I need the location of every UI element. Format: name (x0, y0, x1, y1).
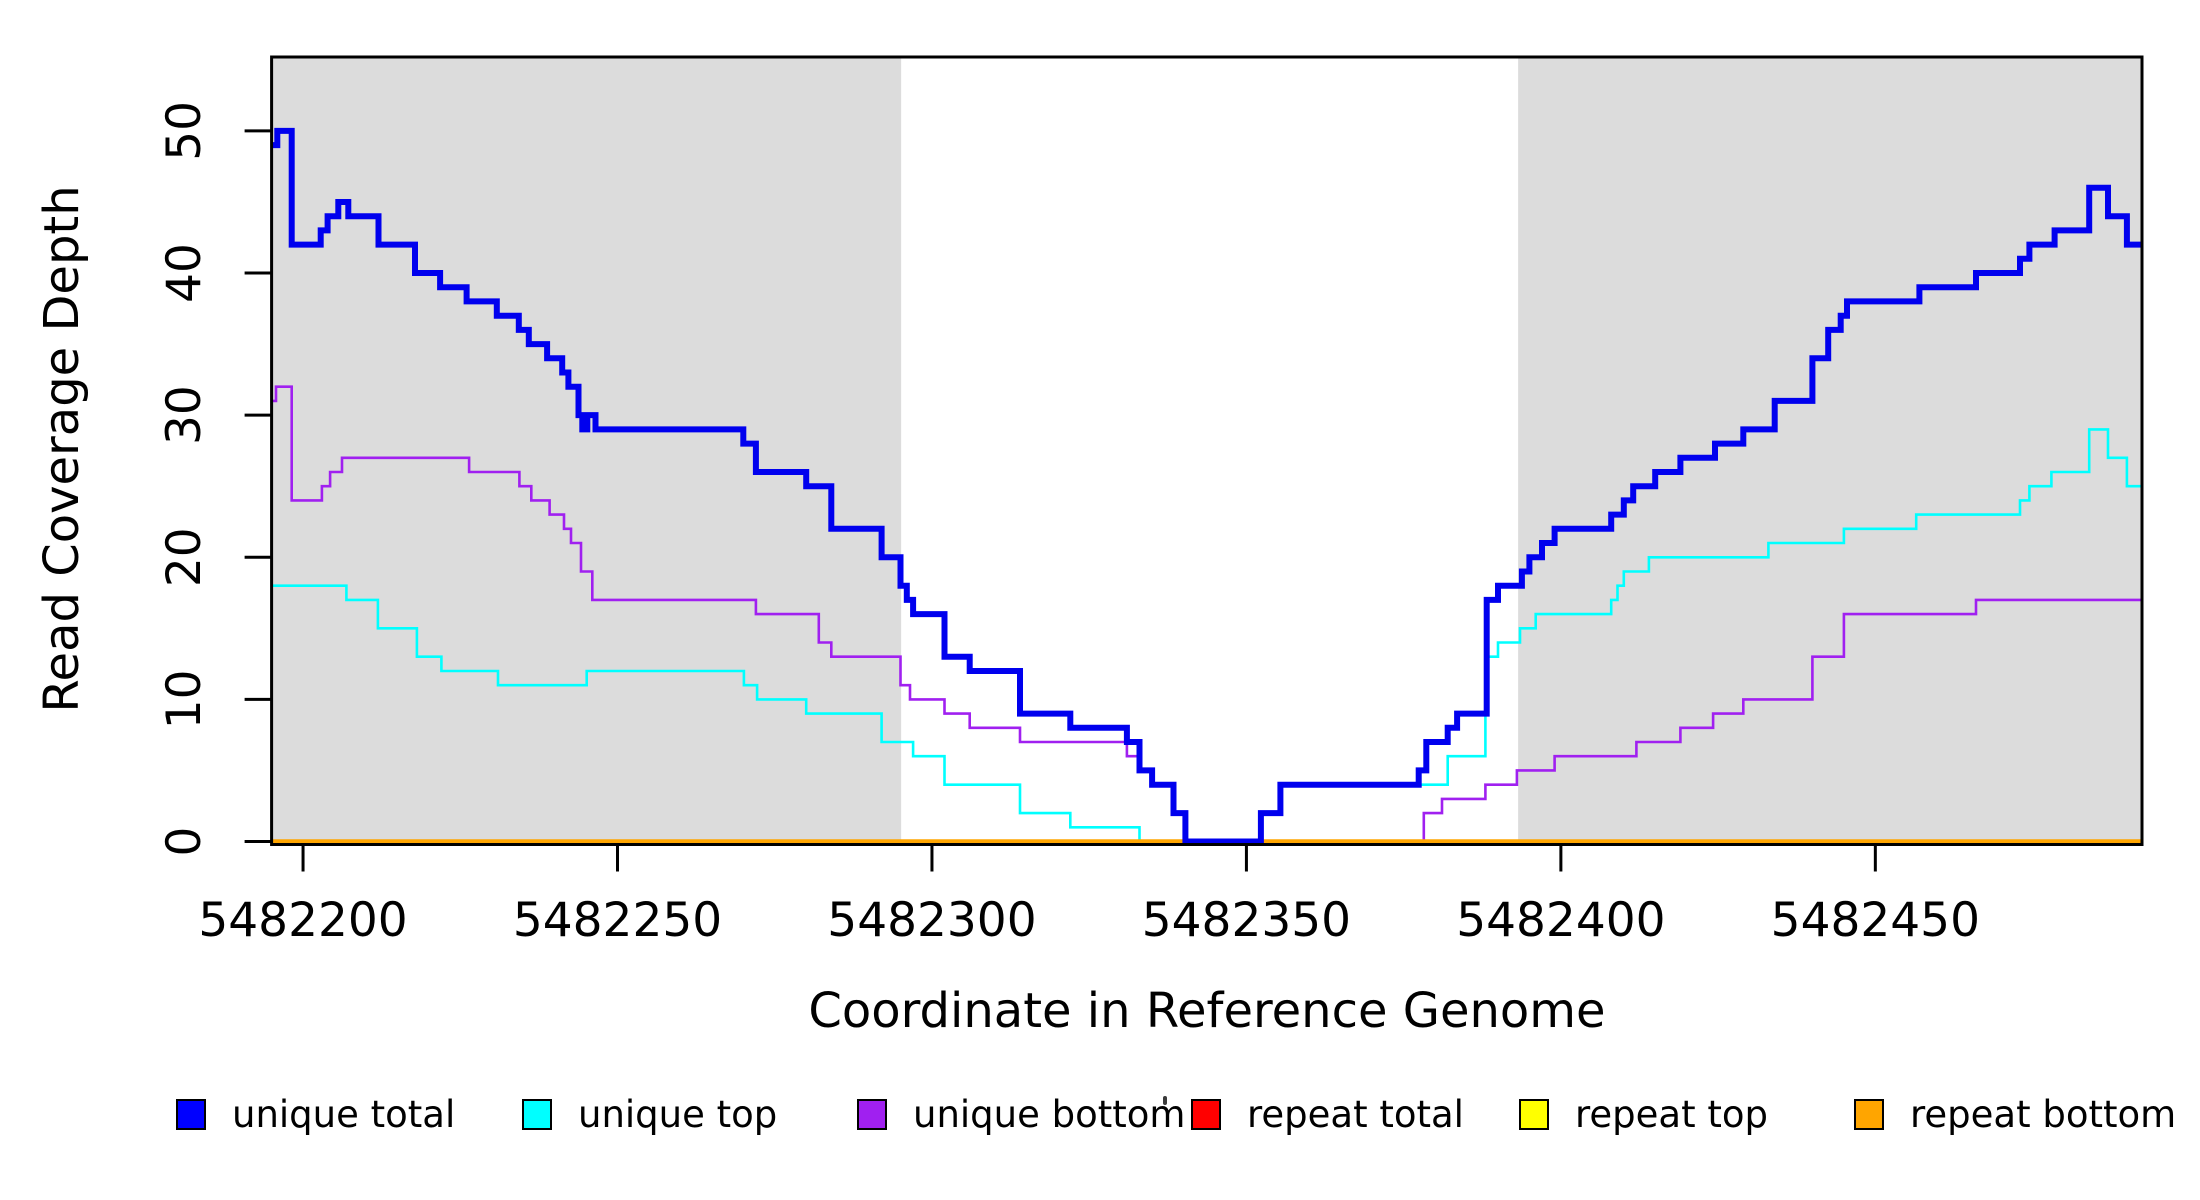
shaded-region (1518, 57, 2142, 843)
legend-label: repeat bottom (1910, 1092, 2177, 1136)
legend-item-repeat-bottom: repeat bottom (1854, 1092, 2176, 1136)
y-axis-title: Read Coverage Depth (34, 185, 90, 712)
shaded-regions (271, 57, 2142, 843)
legend-swatch-unique-total (176, 1098, 206, 1130)
x-tick-label: 5482300 (827, 893, 1036, 948)
legend-label: unique bottom (913, 1092, 1186, 1136)
series-line-unique-total (271, 127, 2142, 845)
legend-label: unique top (578, 1092, 778, 1136)
legend-label: repeat top (1575, 1092, 1768, 1136)
y-tick-label: 0 (157, 827, 212, 857)
y-tick-label: 30 (157, 385, 212, 445)
legend-swatch-repeat-total (1191, 1098, 1221, 1130)
legend-swatch-repeat-top (1519, 1098, 1549, 1130)
x-tick-label: 5482400 (1456, 893, 1665, 948)
series-line-unique-top (271, 428, 2142, 843)
y-tick-label: 40 (157, 243, 212, 303)
plot-border (270, 55, 2144, 846)
legend-item-repeat-total: repeat total (1191, 1092, 1464, 1136)
y-tick-label: 10 (157, 669, 212, 729)
x-axis-title: Coordinate in Reference Genome (808, 983, 1605, 1039)
series-lines (271, 127, 2142, 845)
legend-item-repeat-top: repeat top (1519, 1092, 1768, 1136)
legend-swatch-repeat-bottom (1854, 1098, 1884, 1130)
axis-ticks (244, 129, 1877, 872)
series-line-unique-bottom (271, 385, 2142, 843)
x-tick-label: 5482350 (1142, 893, 1351, 948)
legend-label: unique total (232, 1092, 456, 1136)
legend-label: repeat total (1247, 1092, 1464, 1136)
legend-item-unique-bottom: unique bottom (857, 1092, 1185, 1136)
x-tick-label: 5482450 (1771, 893, 1980, 948)
x-tick-label: 5482250 (513, 893, 722, 948)
legend-swatch-unique-top (522, 1098, 552, 1130)
y-tick-label: 50 (157, 101, 212, 161)
legend-swatch-unique-bottom (857, 1098, 887, 1130)
legend-item-unique-total: unique total (176, 1092, 455, 1136)
shaded-region (271, 57, 902, 843)
x-tick-label: 5482200 (198, 893, 407, 948)
y-tick-label: 20 (157, 527, 212, 587)
legend-item-unique-top: unique top (522, 1092, 777, 1136)
stray-mark (1163, 1096, 1167, 1105)
tick-labels: 5482200 5482250 5482300 5482350 5482400 54824… (157, 101, 1980, 948)
